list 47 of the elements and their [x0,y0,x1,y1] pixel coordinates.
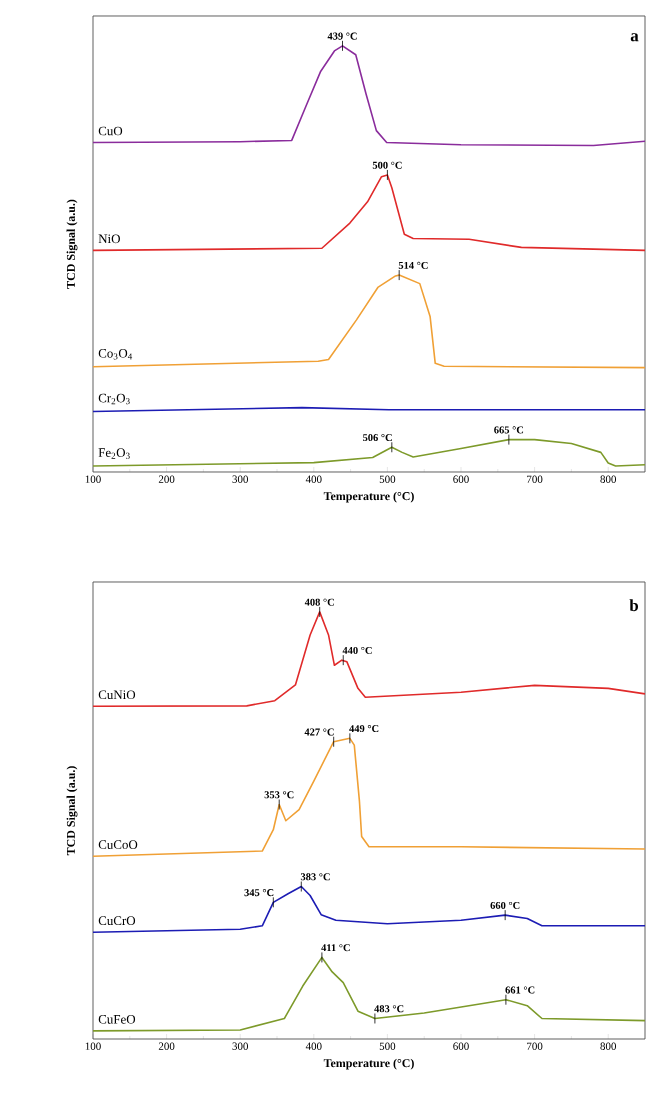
y-axis-title: TCD Signal (a.u.) [66,199,78,289]
y-axis-title: TCD Signal (a.u.) [66,766,78,856]
x-tick-label: 800 [600,475,617,483]
x-tick-label: 100 [85,475,101,483]
x-tick-label: 200 [158,1042,175,1050]
x-tick-label: 100 [85,1042,101,1050]
annotation: 383 °C [300,873,330,881]
x-tick-label: 300 [232,1042,248,1050]
annotation: 500 °C [372,161,402,169]
series-label: Fe$_{2}$O$_{3}$ [98,448,130,459]
annotation: 660 °C [490,901,520,909]
x-tick-label: 300 [232,475,248,483]
text: b [629,599,639,612]
x-tick-label: 800 [600,1042,617,1050]
annotation: 661 °C [505,986,535,994]
annotation: 353 °C [264,791,294,799]
x-tick-label: 400 [305,475,322,483]
annotation: 408 °C [304,598,334,606]
annotation: 514 °C [398,261,428,269]
annotation: 427 °C [304,728,334,736]
series-label: Cr$_{2}$O$_{3}$ [98,393,130,405]
annotation: 483 °C [374,1005,404,1013]
annotation: 665 °C [494,426,524,434]
series-label: CuCrO [98,916,136,926]
annotation: 440 °C [342,646,372,654]
annotation: 439 °C [327,32,357,40]
x-tick-label: 600 [453,475,469,483]
annotation: 506 °C [363,434,392,442]
series-label: CuNiO [98,690,136,700]
x-axis-title: Temperature (°C) [323,1058,414,1070]
x-tick-label: 200 [158,475,175,483]
series-label: CuFeO [98,1014,136,1024]
series-label: CuCoO [98,840,138,849]
x-tick-label: 700 [527,1042,543,1050]
annotation: 449 °C [349,725,379,733]
x-tick-label: 700 [527,475,543,483]
x-tick-label: 500 [379,1042,396,1050]
series-label: CuO [98,126,123,136]
series-label: Co$_{3}$O$_{4}$ [98,348,133,360]
x-axis-title: Temperature (°C) [323,491,414,503]
annotation: 411 °C [321,944,350,952]
text: a [630,33,639,42]
x-tick-label: 500 [379,475,396,483]
x-tick-label: 400 [305,1042,322,1050]
series-label: NiO [98,234,120,244]
annotation: 345 °C [244,889,274,897]
x-tick-label: 600 [453,1042,469,1050]
